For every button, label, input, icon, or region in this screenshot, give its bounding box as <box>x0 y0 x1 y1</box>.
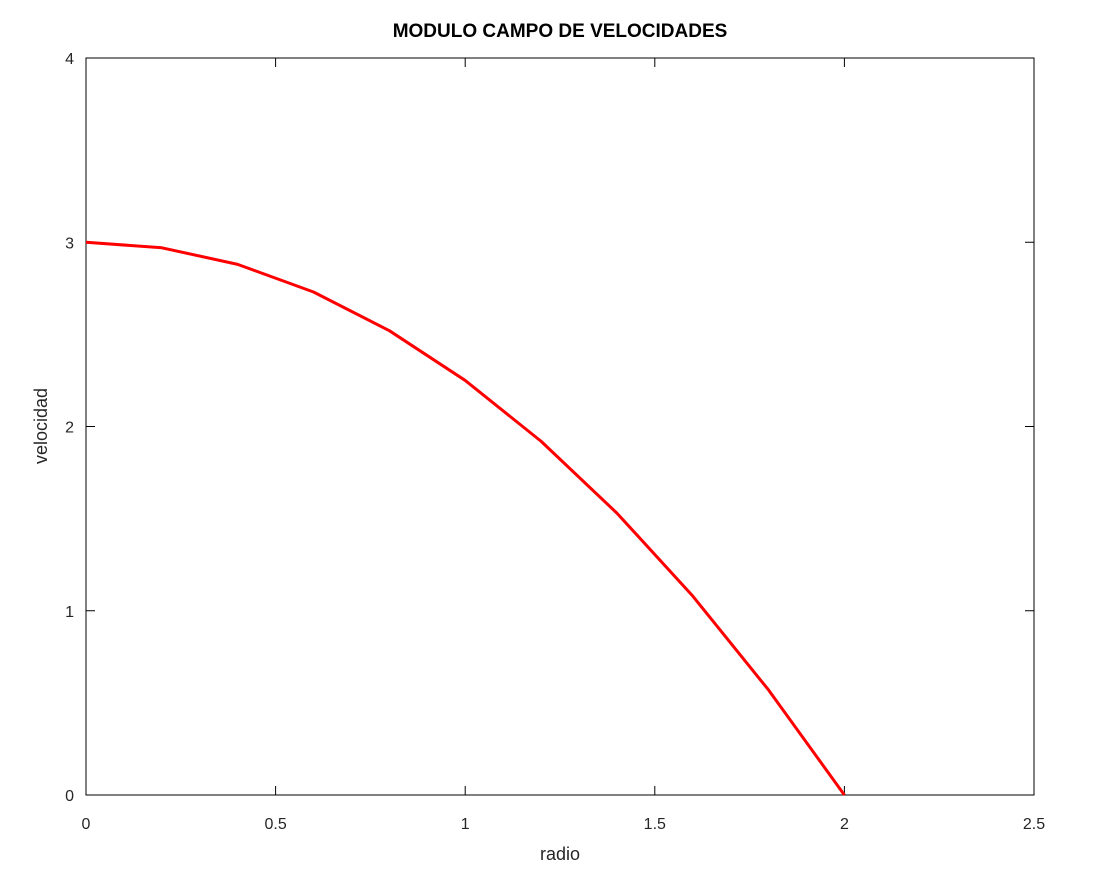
y-tick-label: 3 <box>65 235 74 252</box>
y-tick-label: 4 <box>65 51 74 68</box>
x-tick-label: 2.5 <box>1023 816 1045 833</box>
y-tick-label: 2 <box>65 420 74 437</box>
chart-title: MODULO CAMPO DE VELOCIDADES <box>393 21 728 42</box>
plot-area <box>85 57 1035 796</box>
series-layer <box>85 240 846 796</box>
axis-ticks <box>85 57 1035 796</box>
series-line <box>85 240 846 796</box>
y-tick-label: 1 <box>65 604 74 621</box>
y-axis-label: velocidad <box>31 388 51 464</box>
y-tick-label: 0 <box>65 788 74 805</box>
tick-labels: 0 0.5 1 1.5 2 2.5 0 1 2 3 4 <box>65 51 1045 833</box>
x-tick-label: 0.5 <box>264 816 286 833</box>
x-tick-label: 2 <box>840 816 849 833</box>
x-tick-label: 1 <box>461 816 470 833</box>
x-tick-label: 1.5 <box>644 816 666 833</box>
x-tick-label: 0 <box>82 816 91 833</box>
x-axis-label: radio <box>540 844 580 864</box>
